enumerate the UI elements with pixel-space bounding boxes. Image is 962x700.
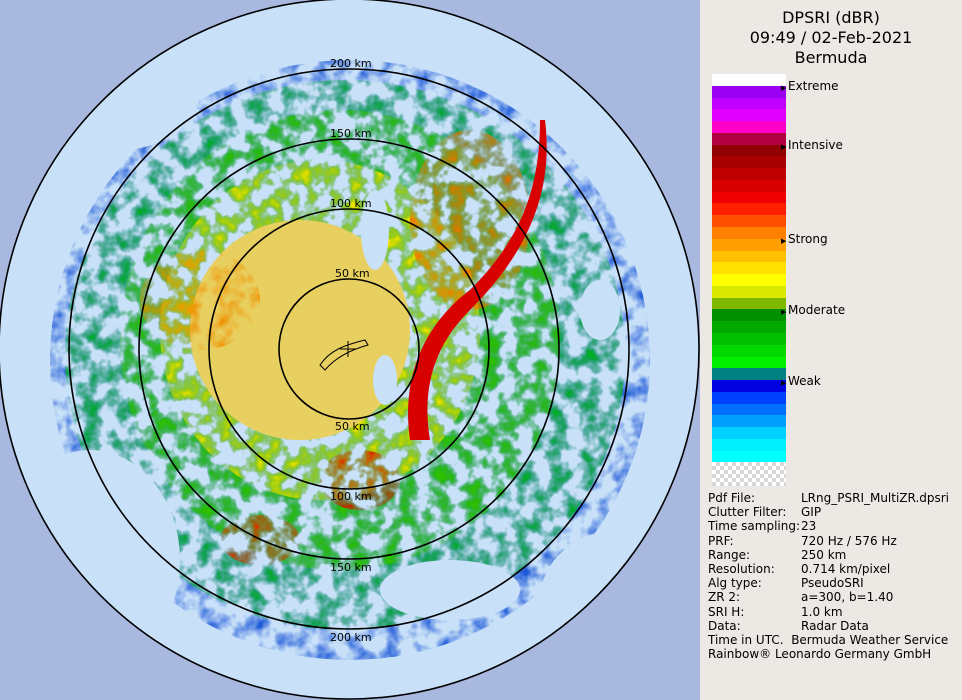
info-row-pdf-file: Pdf File: LRng_PSRI_MultiZR.dpsri [708, 491, 950, 505]
range-ring-150 [138, 138, 560, 560]
ring-label-100-north: 100 km [330, 197, 372, 210]
footer-credit: Rainbow® Leonardo Germany GmbH [708, 647, 932, 662]
legend-label-moderate: ▶ Moderate [781, 303, 846, 317]
info-row-sri-h: SRI H: 1.0 km [708, 604, 843, 619]
legend-swatch [712, 450, 786, 463]
legend-swatch [712, 321, 786, 334]
radar-site-marker [319, 339, 369, 371]
legend-swatch [712, 85, 786, 99]
legend-swatch [712, 438, 786, 452]
legend-swatch [712, 215, 786, 228]
info-row-alg-type: Alg type: PseudoSRI [708, 576, 864, 591]
legend-swatch [712, 191, 786, 204]
side-panel: DPSRI (dBR) 09:49 / 02-Feb-2021 Bermuda … [700, 0, 962, 700]
legend-swatch [712, 274, 786, 287]
title-block: DPSRI (dBR) 09:49 / 02-Feb-2021 Bermuda [700, 8, 962, 68]
legend-swatch [712, 356, 786, 369]
legend-swatch [712, 144, 786, 157]
legend-swatch [712, 179, 786, 193]
footer-time-line: Time in UTC. Bermuda Weather Service [708, 633, 962, 647]
legend-swatch [712, 132, 786, 146]
datetime-title: 09:49 / 02-Feb-2021 [749, 28, 913, 47]
legend-swatch [712, 344, 786, 357]
info-row-zr2: ZR 2: a=300, b=1.40 [708, 590, 894, 605]
ring-label-150-north: 150 km [330, 127, 372, 140]
info-row-resolution: Resolution: 0.714 km/pixel [708, 561, 891, 576]
range-ring-100 [208, 208, 490, 490]
ring-label-100-south: 100 km [330, 490, 372, 503]
ring-label-200-south: 200 km [330, 631, 372, 644]
range-ring-250 [0, 0, 700, 700]
color-legend [712, 74, 786, 486]
info-row-data: Data: Radar Data [708, 618, 869, 633]
legend-swatch [712, 168, 786, 181]
range-ring-50 [278, 278, 420, 420]
legend-swatch [712, 227, 786, 240]
ring-label-50-north: 50 km [335, 267, 370, 280]
info-block: Pdf File: LRng_PSRI_MultiZR.dpsri Clutter… [708, 491, 962, 661]
legend-swatch [712, 427, 786, 440]
legend-label-intensive: ▶ Intensive [781, 138, 843, 152]
ring-label-150-south: 150 km [330, 561, 372, 574]
product-title: DPSRI (dBR) [782, 8, 880, 27]
ring-label-50-south: 50 km [335, 420, 370, 433]
legend-label-extreme: ▶ Extreme [781, 79, 839, 93]
legend-label-strong: ▶ Strong [781, 232, 828, 246]
site-title: Bermuda [794, 48, 868, 67]
legend-swatch [712, 368, 786, 381]
precipitation-field [0, 20, 699, 670]
legend-swatch [712, 332, 786, 346]
legend-swatch [712, 97, 786, 110]
legend-swatch [712, 391, 786, 405]
legend-swatch [712, 297, 786, 310]
ring-label-200-north: 200 km [330, 57, 372, 70]
info-row-prf: PRF: 720 Hz / 576 Hz [708, 533, 897, 548]
legend-swatch [712, 403, 786, 416]
legend-swatch [712, 121, 786, 134]
legend-swatch [712, 109, 786, 122]
legend-swatch [712, 309, 786, 322]
radar-plot: 50 km 100 km 150 km 200 km 50 km 100 km … [0, 0, 700, 700]
service-name: Bermuda Weather Service [791, 632, 949, 647]
time-note: Time in UTC. [708, 632, 784, 647]
legend-swatch [712, 285, 786, 299]
info-row-clutter-filter: Clutter Filter: GIP [708, 505, 822, 520]
info-row-range: Range: 250 km [708, 547, 847, 562]
legend-swatch [712, 74, 786, 87]
legend-swatch [712, 203, 786, 216]
legend-swatch [712, 262, 786, 275]
radar-image: 50 km 100 km 150 km 200 km 50 km 100 km … [0, 0, 700, 700]
range-rings [0, 0, 700, 700]
legend-swatch [712, 415, 786, 428]
legend-swatch [712, 380, 786, 393]
legend-swatch-nodata [712, 462, 786, 486]
info-row-time-sampling: Time sampling: 23 [708, 519, 817, 534]
legend-label-weak: ▶ Weak [781, 374, 821, 388]
legend-swatch [712, 250, 786, 263]
legend-swatch [712, 156, 786, 169]
range-ring-200 [68, 68, 630, 630]
legend-swatch [712, 238, 786, 252]
